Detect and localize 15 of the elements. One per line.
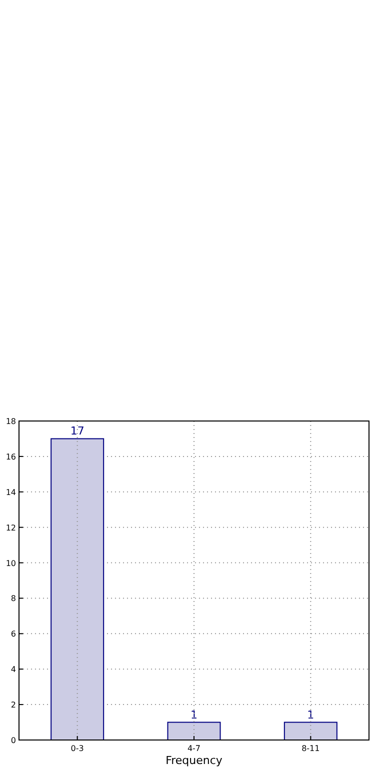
y-tick-label: 10 [6, 558, 16, 568]
y-tick-label: 18 [6, 417, 16, 426]
y-tick-label: 16 [6, 452, 16, 462]
data-label: 17 [70, 424, 84, 438]
x-tick-label: 8-11 [302, 744, 320, 753]
y-tick-label: 8 [10, 594, 16, 604]
x-tick-label: 0-3 [70, 744, 84, 753]
y-tick-label: 4 [10, 665, 16, 674]
y-tick-label: 0 [10, 736, 16, 745]
y-tick-label: 14 [6, 488, 16, 497]
y-tick-label: 12 [6, 523, 16, 532]
x-axis-title: Frequency [166, 754, 223, 767]
y-tick-label: 2 [10, 700, 16, 710]
y-tick-label: 6 [10, 630, 16, 639]
x-tick-label: 4-7 [187, 744, 201, 753]
